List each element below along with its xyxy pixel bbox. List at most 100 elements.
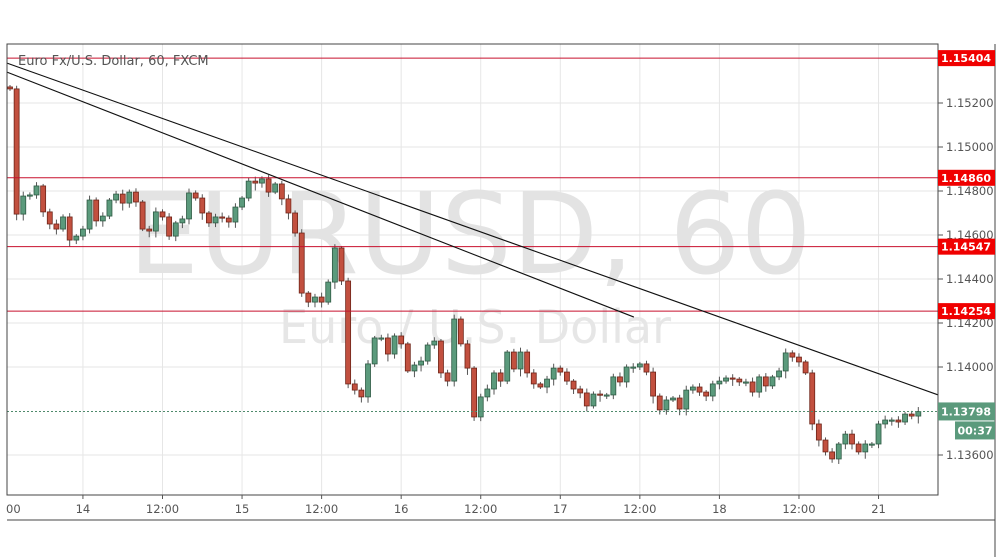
candle-body-up — [186, 192, 192, 220]
candle — [272, 181, 279, 195]
candle — [305, 291, 312, 308]
candle — [166, 213, 173, 240]
candle-body-up — [477, 396, 484, 418]
price-tick-label: 1.14200 — [946, 316, 994, 330]
candle — [544, 375, 550, 394]
candle-body-up — [888, 419, 895, 422]
candle-body-up — [60, 216, 66, 230]
candle — [835, 442, 842, 464]
candle-body-down — [166, 216, 173, 237]
candle — [477, 393, 484, 422]
candle — [915, 407, 922, 424]
bar-countdown-label: 00:37 — [957, 424, 992, 437]
horizontal-levels[interactable] — [7, 57, 938, 312]
candle-body-down — [298, 232, 305, 294]
candle — [782, 348, 789, 379]
candle — [776, 367, 782, 381]
candle — [590, 391, 597, 409]
candle-body-up — [491, 372, 497, 390]
time-tick-label: 18 — [712, 502, 727, 516]
candle — [345, 277, 352, 389]
candle — [73, 234, 80, 245]
candle-body-down — [650, 371, 657, 397]
candle-body-up — [424, 344, 431, 362]
price-tick-label: 1.15000 — [946, 140, 994, 154]
candle — [219, 212, 226, 223]
candle-body-down — [40, 185, 47, 213]
current-price-badge — [938, 402, 995, 421]
candle-body-down — [93, 199, 100, 222]
candle — [133, 188, 139, 207]
candle-body-up — [782, 352, 789, 372]
trendlines[interactable] — [6, 62, 939, 396]
candle — [53, 219, 60, 235]
candle-body-down — [53, 223, 60, 230]
candle — [113, 190, 119, 204]
candle — [570, 379, 577, 394]
candle-body-down — [318, 296, 325, 303]
candle — [663, 396, 670, 415]
candle-body-up — [882, 419, 889, 425]
candle — [815, 419, 822, 447]
candle-body-down — [829, 451, 836, 460]
time-tick-label: 14 — [76, 502, 91, 516]
candle — [842, 430, 849, 450]
candle — [716, 376, 723, 390]
candle-body-down — [796, 356, 802, 363]
candle — [331, 244, 338, 289]
candle — [438, 339, 444, 378]
candle-body-up — [451, 318, 458, 382]
price-axis[interactable]: 1.15200 1.15000 1.14800 1.14600 1.14400 1.142… — [938, 96, 994, 462]
price-tick-label: 1.14400 — [946, 272, 994, 286]
candle — [517, 347, 524, 377]
candle-body-down — [438, 340, 444, 374]
candle — [444, 369, 451, 387]
candle-body-down — [577, 388, 584, 394]
plot-frame — [6, 43, 939, 496]
candle-body-down — [7, 86, 13, 90]
candle — [126, 189, 133, 208]
candle — [431, 337, 438, 349]
candle — [192, 190, 199, 201]
candle — [418, 356, 424, 372]
candle — [33, 182, 40, 199]
candle — [7, 84, 13, 91]
candle-body-down — [139, 201, 146, 230]
candle — [762, 373, 769, 392]
time-tick-label: 16 — [394, 502, 409, 516]
candle-body-up — [875, 423, 882, 445]
candle-body-down — [464, 343, 471, 369]
candle-body-down — [497, 372, 504, 382]
candle — [689, 384, 696, 394]
candle — [325, 279, 332, 305]
candle-body-down — [583, 392, 590, 407]
candle — [802, 359, 809, 375]
candle-body-down — [192, 192, 199, 199]
candle — [729, 374, 736, 386]
candle-body-up — [212, 216, 219, 224]
candle-body-up — [769, 376, 776, 387]
candle — [829, 448, 836, 463]
candle — [484, 384, 491, 402]
candle — [809, 369, 816, 431]
candle-body-up — [232, 206, 239, 223]
time-axis[interactable]: 00 14 12:00 15 12:00 16 12:00 17 12:00 18 12:00 21 — [6, 495, 886, 516]
candle — [232, 203, 239, 228]
bar-countdown-badge — [955, 421, 995, 440]
candle-body-up — [776, 370, 782, 378]
candle — [510, 348, 517, 373]
candle — [424, 342, 431, 365]
candle-body-up — [179, 218, 186, 224]
candle-body-down — [285, 198, 292, 214]
candle — [212, 213, 219, 228]
candle — [769, 374, 776, 389]
candle-body-up — [172, 222, 179, 237]
candle-body-down — [351, 383, 358, 391]
time-tick-label: 12:00 — [464, 502, 497, 516]
candle-body-down — [564, 371, 570, 382]
candle-body-down — [524, 351, 531, 374]
candle-body-up — [99, 215, 106, 222]
watermark-description: Euro / U.S. Dollar — [279, 300, 671, 354]
candle — [908, 410, 915, 420]
